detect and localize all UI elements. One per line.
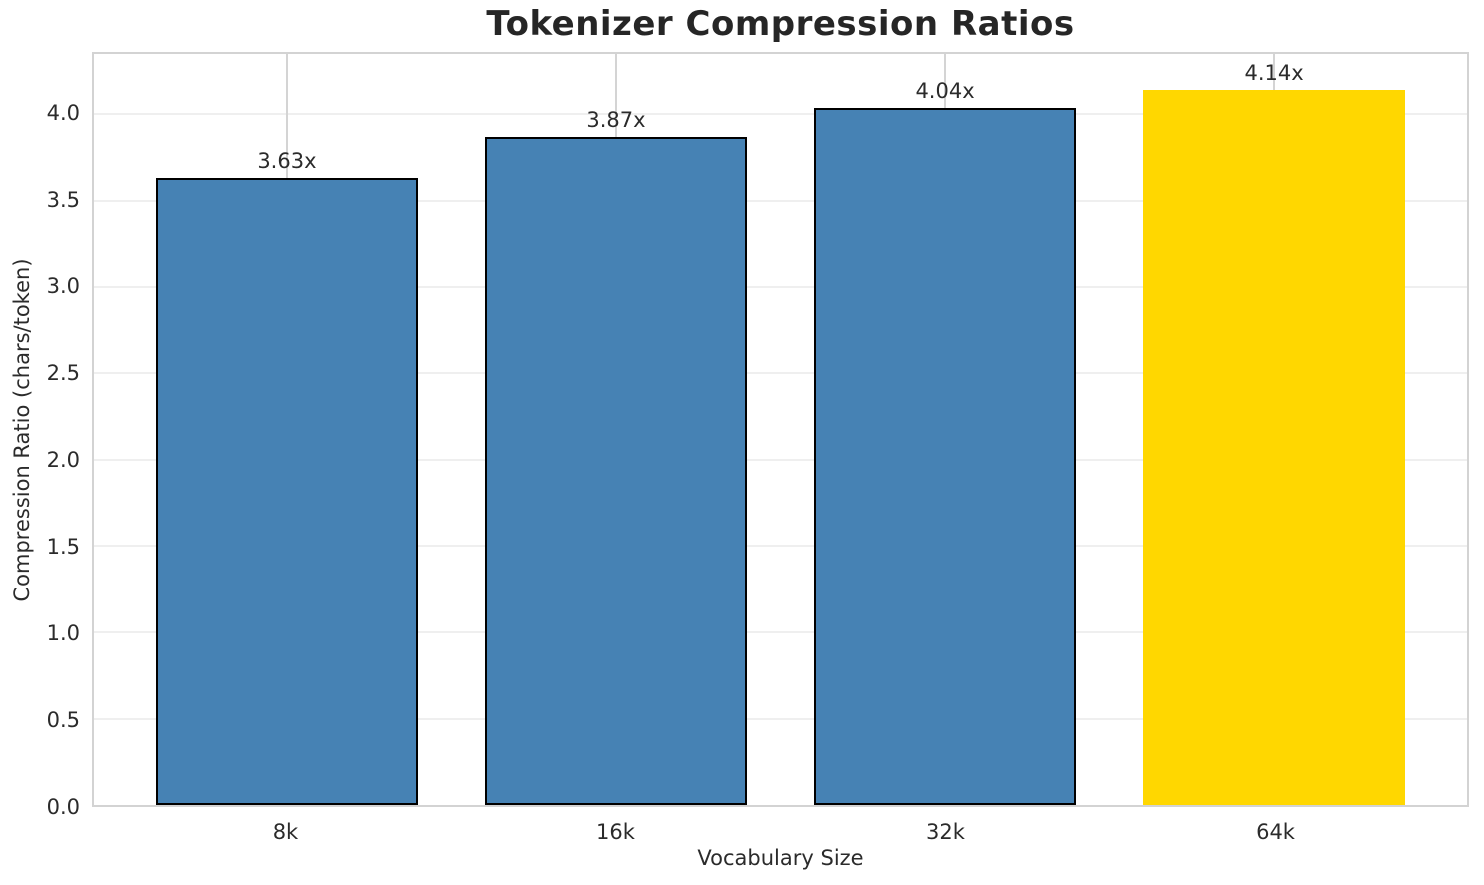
gridline-h	[94, 286, 1467, 289]
bar-slot-64k: 4.14x	[1142, 54, 1406, 805]
plot-area: 3.63x 3.87x 4.04x 4.14x	[92, 52, 1469, 807]
bar-32k	[813, 107, 1077, 805]
x-tick-label: 64k	[1256, 820, 1295, 844]
bar-16k	[484, 136, 748, 805]
y-tick-label: 0.0	[46, 795, 80, 819]
gridline-h	[94, 113, 1467, 116]
chart-title: Tokenizer Compression Ratios	[486, 4, 1075, 44]
bar-value-label: 3.87x	[586, 107, 646, 132]
bar-slot-8k: 3.63x	[155, 54, 419, 805]
x-tick-label: 8k	[272, 820, 299, 844]
x-tick-label: 32k	[926, 820, 965, 844]
bar-value-label: 4.04x	[915, 78, 975, 103]
y-tick-label: 3.5	[46, 187, 80, 212]
bar-64k	[1142, 90, 1406, 805]
gridline-h	[94, 458, 1467, 461]
gridline-h	[94, 631, 1467, 634]
gridline-h	[94, 199, 1467, 202]
y-tick-label: 0.5	[46, 708, 80, 733]
gridline-h	[94, 372, 1467, 375]
y-tick-label: 2.0	[46, 447, 80, 472]
bar-value-label: 4.14x	[1244, 61, 1304, 86]
y-tick-label: 3.0	[46, 274, 80, 299]
bar-slot-32k: 4.04x	[813, 54, 1077, 805]
y-tick-label: 4.0	[46, 100, 80, 125]
bar-slot-16k: 3.87x	[484, 54, 748, 805]
bar-value-label: 3.63x	[257, 149, 317, 174]
gridline-h	[94, 545, 1467, 548]
y-tick-label: 2.5	[46, 361, 80, 386]
x-axis-label: Vocabulary Size	[697, 846, 864, 870]
y-tick-label: 1.0	[46, 621, 80, 646]
bar-8k	[155, 178, 419, 805]
y-tick-label: 1.5	[46, 534, 80, 559]
gridline-h	[94, 717, 1467, 720]
y-axis-ticks: 0.0 0.5 1.0 1.5 2.0 2.5 3.0 3.5 4.0	[0, 52, 80, 819]
x-tick-label: 16k	[596, 820, 635, 844]
